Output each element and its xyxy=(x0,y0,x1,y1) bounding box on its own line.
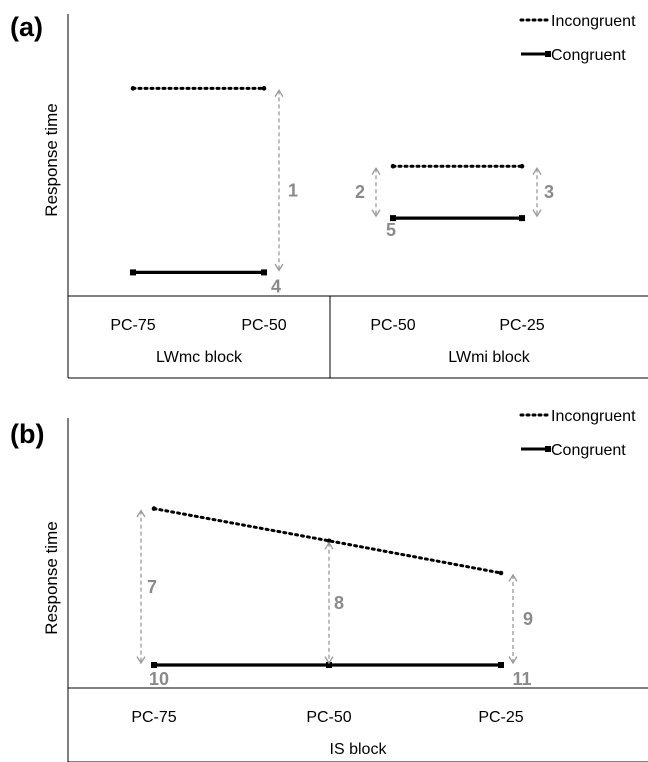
panel-a-legend-marker xyxy=(545,51,551,57)
panel-a-annotation-label-5: 5 xyxy=(386,220,396,240)
panel-b-annotation-label-8: 8 xyxy=(334,593,344,613)
panel-a-point-congruent xyxy=(519,215,525,222)
panel-b-group-label: IS block xyxy=(330,741,388,758)
panel-b-annotation-label-7: 7 xyxy=(147,577,157,597)
panel-a-point-incongruent xyxy=(390,163,396,169)
panel-b-arrowhead-down xyxy=(136,656,146,665)
panel-a-point-congruent xyxy=(130,269,136,276)
panel-a-point-incongruent xyxy=(130,86,136,91)
panel-a-group-label: LWmc block xyxy=(156,349,243,366)
panel-a-group-label: LWmi block xyxy=(448,349,530,366)
panel-b-arrowhead-up xyxy=(136,509,146,518)
panel-b-point-incongruent xyxy=(151,506,157,511)
panel-b-annotation-label-9: 9 xyxy=(523,609,533,629)
panel-b-annotation-label-10: 10 xyxy=(149,669,169,689)
panel-a-legend-label-congruent: Congruent xyxy=(551,47,626,64)
panel-a-tick-label: PC-75 xyxy=(110,317,155,334)
panel-a-tick-label: PC-25 xyxy=(499,317,544,334)
panel-b-tick-label: PC-50 xyxy=(306,709,351,726)
panel-a-point-congruent xyxy=(261,269,267,276)
panel-b-tick-label: PC-75 xyxy=(131,709,176,726)
panel-a-tick-label: PC-50 xyxy=(241,317,286,334)
panel-a-arrowhead-down xyxy=(371,209,381,218)
panel-a-annotation-label-2: 2 xyxy=(355,182,365,202)
panel-b-legend-label-incongruent: Incongruent xyxy=(551,408,636,425)
panel-a-annotation-label-4: 4 xyxy=(271,276,281,296)
panel-a-point-incongruent xyxy=(261,86,267,91)
panel-a-legend-label-incongruent: Incongruent xyxy=(551,13,636,30)
panel-a-arrowhead-down xyxy=(274,263,284,272)
panel-b-point-congruent xyxy=(498,662,504,668)
panel-a-arrowhead-up xyxy=(532,166,542,175)
panel-b-arrowhead-up xyxy=(324,541,334,550)
panel-a-annotation-label-3: 3 xyxy=(544,182,554,202)
panel-b-point-incongruent xyxy=(326,538,332,544)
panel-b-arrowhead-up xyxy=(508,573,518,582)
panel-b-series-incongruent-line xyxy=(152,507,503,575)
panel-b-point-incongruent xyxy=(498,570,504,576)
panel-a-arrowhead-up xyxy=(371,166,381,175)
panel-a-arrowhead-up xyxy=(274,89,284,98)
panel-b-legend-label-congruent: Congruent xyxy=(551,442,626,459)
panel-a-y-axis-title: Response time xyxy=(42,103,61,216)
panel-a-annotation-label-1: 1 xyxy=(288,180,298,200)
panel-b-point-congruent xyxy=(151,662,157,668)
panel-b-y-axis-title: Response time xyxy=(42,521,61,634)
panel-a-point-incongruent xyxy=(519,163,525,169)
panel-a-tick-label: PC-50 xyxy=(370,317,415,334)
panel-a-arrowhead-down xyxy=(532,209,542,218)
panel-b-tick-label: PC-25 xyxy=(478,709,523,726)
panel-a-label: (a) xyxy=(10,12,43,42)
panel-a-point-congruent xyxy=(390,215,396,222)
panel-b-annotation-label-11: 11 xyxy=(512,669,531,689)
panel-b-label: (b) xyxy=(10,419,44,449)
panel-b-legend-marker xyxy=(545,446,551,452)
panel-b-arrowhead-down xyxy=(508,656,518,665)
panel-b-point-congruent xyxy=(326,662,332,668)
panel-b-arrowhead-down xyxy=(324,656,334,665)
